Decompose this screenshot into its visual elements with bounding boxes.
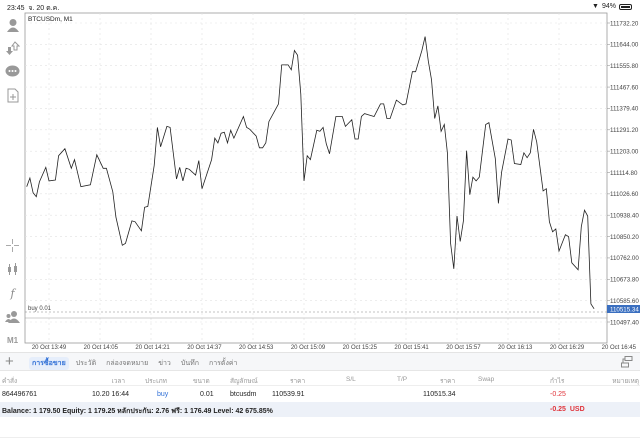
account-icon[interactable] xyxy=(4,16,21,33)
function-icon[interactable]: f xyxy=(10,287,15,300)
status-date: จ. 20 ต.ค. xyxy=(28,5,60,12)
order-time: 10.20 16:44 xyxy=(92,391,129,398)
status-time: 23:45 จ. 20 ต.ค. xyxy=(7,3,59,14)
x-tick-label: 20 Oct 14:37 xyxy=(187,345,222,351)
y-tick-label: 111732.20 xyxy=(610,20,639,27)
order-current-price: 110515.34 xyxy=(423,391,456,398)
x-tick-label: 20 Oct 15:25 xyxy=(343,345,378,351)
candlestick-icon[interactable] xyxy=(4,261,21,278)
order-open-price: 110539.91 xyxy=(272,391,305,398)
tab-list: การซื้อขาย ประวัติ กล่องจดหมาย ข่าว บันท… xyxy=(29,357,240,370)
order-symbol: btcusdm xyxy=(230,391,257,398)
current-price-label: 110515.34 xyxy=(610,307,639,314)
col-tp: T/P xyxy=(397,376,408,383)
price-series-line xyxy=(26,36,595,310)
y-tick-label: 111467.60 xyxy=(610,84,639,91)
order-profit: -0.25 xyxy=(550,391,566,398)
col-price: ราคา xyxy=(290,378,306,385)
y-tick-label: 110938.40 xyxy=(610,213,639,220)
y-tick-label: 111291.20 xyxy=(610,127,639,134)
add-icon[interactable]: + xyxy=(5,353,14,370)
y-tick-label: 110850.20 xyxy=(610,234,639,241)
x-tick-label: 20 Oct 15:09 xyxy=(291,345,326,351)
new-document-icon[interactable] xyxy=(4,87,21,104)
col-sl: S/L xyxy=(346,376,356,383)
status-bar: 23:45 จ. 20 ต.ค. ▼ 94% xyxy=(0,0,640,13)
table-header: คำสั่ง เวลา ประเภท ขนาด สัญลักษณ์ ราคา S… xyxy=(0,372,640,386)
col-profit: กำไร xyxy=(550,378,565,385)
terminal-tab-bar: + การซื้อขาย ประวัติ กล่องจดหมาย ข่าว บั… xyxy=(0,352,640,371)
order-volume: 0.01 xyxy=(200,391,214,398)
divider xyxy=(0,437,640,438)
tab-history[interactable]: ประวัติ xyxy=(75,360,97,367)
y-tick-label: 110762.00 xyxy=(610,255,639,262)
col-time: เวลา xyxy=(111,378,125,385)
x-tick-label: 20 Oct 14:53 xyxy=(239,345,274,351)
left-toolbar: f M1 xyxy=(0,13,25,353)
x-tick-label: 20 Oct 13:49 xyxy=(32,345,67,351)
col-type: ประเภท xyxy=(145,378,167,385)
col-comment: หมายเหตุ xyxy=(612,378,639,385)
status-clock: 23:45 xyxy=(7,5,25,12)
tab-settings[interactable]: การตั้งค่า xyxy=(208,360,238,367)
wifi-icon: ▼ xyxy=(592,3,599,10)
price-chart[interactable]: 111732.20 111644.00 111555.80 111467.60 1113… xyxy=(0,0,640,352)
symbol-label: BTCUSDm, M1 xyxy=(28,16,73,23)
layout-toggle-icon[interactable] xyxy=(621,356,633,370)
account-summary-row: Balance: 1 179.50 Equity: 1 179.25 หลักป… xyxy=(0,402,640,417)
x-tick-label: 20 Oct 14:21 xyxy=(135,345,170,351)
x-tick-label: 20 Oct 15:57 xyxy=(446,345,481,351)
crosshair-icon[interactable] xyxy=(4,237,21,254)
battery-icon xyxy=(619,3,632,10)
x-tick-label: 20 Oct 15:41 xyxy=(394,345,429,351)
col-swap: Swap xyxy=(478,376,495,383)
col-order: คำสั่ง xyxy=(2,378,18,385)
account-summary: Balance: 1 179.50 Equity: 1 179.25 หลักป… xyxy=(2,408,273,415)
y-tick-label: 110585.60 xyxy=(610,298,639,305)
battery-percent: 94% xyxy=(601,3,616,10)
col-symbol: สัญลักษณ์ xyxy=(230,378,258,385)
x-tick-label: 20 Oct 16:45 xyxy=(602,345,637,351)
table-row[interactable]: 864496761 10.20 16:44 buy 0.01 btcusdm 1… xyxy=(0,387,640,402)
tab-news[interactable]: ข่าว xyxy=(158,360,171,367)
y-tick-label: 110497.40 xyxy=(610,319,639,326)
current-price-tag xyxy=(607,305,640,313)
timeframe-button[interactable]: M1 xyxy=(6,336,19,345)
order-line-label: buy 0.01 xyxy=(28,306,52,312)
tab-journal[interactable]: บันทึก xyxy=(180,360,199,367)
col-volume: ขนาด xyxy=(193,378,210,385)
y-tick-label: 111114.80 xyxy=(610,170,638,177)
chat-icon[interactable] xyxy=(4,63,21,80)
total-profit: -0.25 USD xyxy=(550,406,585,413)
x-tick-label: 20 Oct 14:05 xyxy=(84,345,119,351)
x-tick-label: 20 Oct 16:13 xyxy=(498,345,533,351)
tab-mailbox[interactable]: กล่องจดหมาย xyxy=(106,360,149,367)
x-tick-label: 20 Oct 16:29 xyxy=(550,345,585,351)
y-tick-label: 110673.80 xyxy=(610,277,639,284)
users-icon[interactable] xyxy=(4,308,21,325)
y-tick-label: 111555.80 xyxy=(610,63,639,70)
tab-trade[interactable]: การซื้อขาย xyxy=(29,357,69,370)
y-tick-label: 111379.40 xyxy=(610,106,639,113)
y-tick-label: 111644.00 xyxy=(610,42,639,49)
col-current-price: ราคา xyxy=(440,378,456,385)
order-id: 864496761 xyxy=(2,391,38,398)
order-type: buy xyxy=(157,391,169,398)
trade-arrows-icon[interactable] xyxy=(4,39,21,56)
chart-frame xyxy=(24,12,608,344)
y-tick-label: 111026.60 xyxy=(610,191,639,198)
y-tick-label: 111203.00 xyxy=(610,148,639,155)
